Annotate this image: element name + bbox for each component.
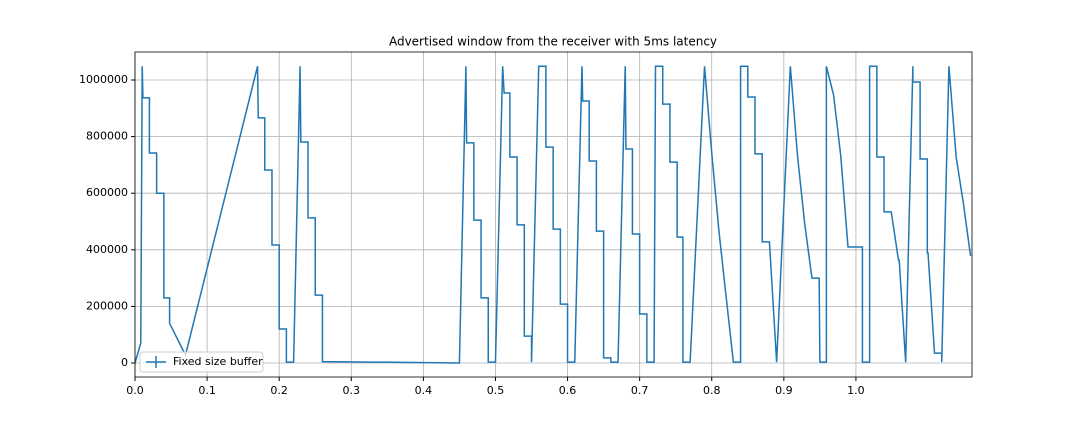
y-tick-label: 600000 [86, 186, 128, 199]
y-tick-label: 400000 [86, 243, 128, 256]
x-tick-label: 1.0 [847, 384, 865, 397]
x-tick-label: 0.4 [415, 384, 433, 397]
x-tick-label: 0.1 [198, 384, 216, 397]
y-tick-label: 0 [121, 356, 128, 369]
x-tick-label: 0.0 [126, 384, 144, 397]
x-tick-label: 0.5 [487, 384, 505, 397]
legend-box [139, 351, 264, 373]
x-tick-label: 0.8 [703, 384, 721, 397]
x-tick-label: 0.7 [631, 384, 649, 397]
y-tick-label: 200000 [86, 299, 128, 312]
legend-label: Fixed size buffer [173, 355, 263, 368]
chart-title: Advertised window from the receiver with… [389, 35, 717, 49]
plot-frame [134, 51, 973, 378]
y-tick-label: 800000 [86, 130, 128, 143]
x-tick-label: 0.2 [270, 384, 288, 397]
data-line [134, 65, 972, 364]
x-tick-label: 0.3 [343, 384, 361, 397]
x-tick-label: 0.9 [775, 384, 793, 397]
y-tick-label: 1000000 [79, 73, 128, 86]
x-tick-label: 0.6 [559, 384, 577, 397]
